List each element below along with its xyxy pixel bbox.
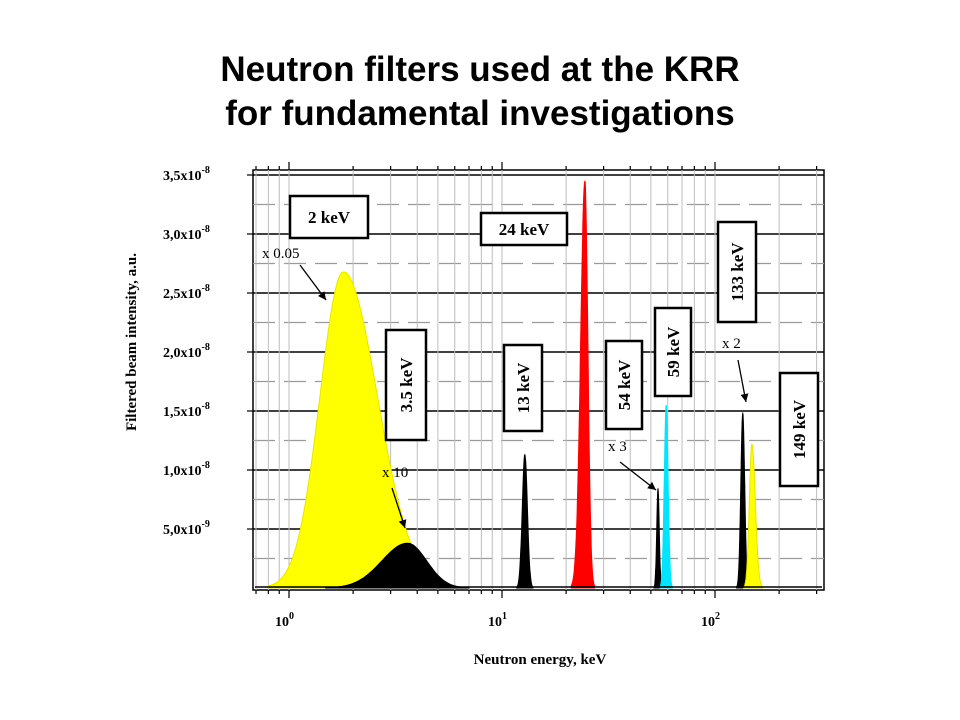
x-axis-title: Neutron energy, keV (474, 652, 607, 668)
plot-frame (252, 169, 825, 591)
arrow-head-2-kev (318, 291, 326, 300)
peak-54-kev (653, 487, 663, 589)
arrow-head-133-kev (740, 393, 749, 402)
label-text-24-kev: 24 keV (499, 220, 550, 239)
label-box-3-5-kev (384, 328, 428, 442)
x-tick-label: 101 (488, 611, 507, 630)
label-text-3-5-kev: 3.5 keV (397, 357, 416, 413)
multiplier-54-kev: x 3 (608, 439, 627, 455)
label-text-2-kev: 2 keV (308, 208, 351, 227)
multiplier-2-kev: x 0.05 (262, 246, 300, 262)
arrow-head-3-5-kev (398, 519, 407, 528)
label-box-59-kev (653, 306, 693, 398)
slide-title: Neutron filters used at the KRR for fund… (0, 48, 960, 136)
multiplier-133-kev: x 2 (722, 336, 741, 352)
axes: 100 101 102 5,0x10-9 1,0x10-8 1,5x10-8 2,0x10-… (163, 162, 818, 630)
peak-24-kev (570, 180, 595, 589)
slide-title-line-2: for fundamental investigations (225, 94, 735, 133)
peak-3-5-kev (325, 542, 470, 589)
y-tick-label: 2,5x10-8 (163, 283, 210, 302)
y-tick-label: 2,0x10-8 (163, 342, 210, 361)
label-text-54-kev: 54 keV (615, 359, 634, 410)
y-tick-label: 3,5x10-8 (163, 165, 210, 184)
slide-title-line-1: Neutron filters used at the KRR (220, 50, 740, 89)
y-tick-label: 5,0x10-9 (163, 519, 210, 538)
peaks (255, 180, 822, 589)
label-text-59-kev: 59 keV (664, 326, 683, 377)
label-text-149-kev: 149 keV (790, 399, 809, 459)
label-box-149-kev (778, 371, 820, 488)
peak-149-kev (743, 443, 764, 589)
label-box-24-kev (479, 211, 569, 247)
label-text-13-kev: 13 keV (514, 362, 533, 413)
x-tick-label: 100 (275, 611, 294, 630)
y-tick-label: 3,0x10-8 (163, 224, 210, 243)
peak-59-kev (659, 404, 673, 589)
y-axis-title: Filtered beam intensity, a.u. (124, 253, 140, 431)
y-tick-label: 1,5x10-8 (163, 401, 210, 420)
label-box-133-kev (716, 220, 758, 324)
arrow-head-54-kev (647, 481, 656, 490)
peak-13-kev (516, 453, 534, 589)
label-box-13-kev (502, 343, 544, 433)
label-box-54-kev (604, 339, 644, 431)
x-tick-label: 102 (701, 611, 720, 630)
y-tick-label: 1,0x10-8 (163, 460, 210, 479)
label-box-2-kev (288, 194, 370, 240)
multiplier-3-5-kev: x 10 (382, 465, 408, 481)
label-text-133-kev: 133 keV (728, 242, 747, 302)
peak-labels: 2 keV x 0.05 3.5 keV x 10 13 keV 24 keV 54 keV… (262, 194, 820, 529)
